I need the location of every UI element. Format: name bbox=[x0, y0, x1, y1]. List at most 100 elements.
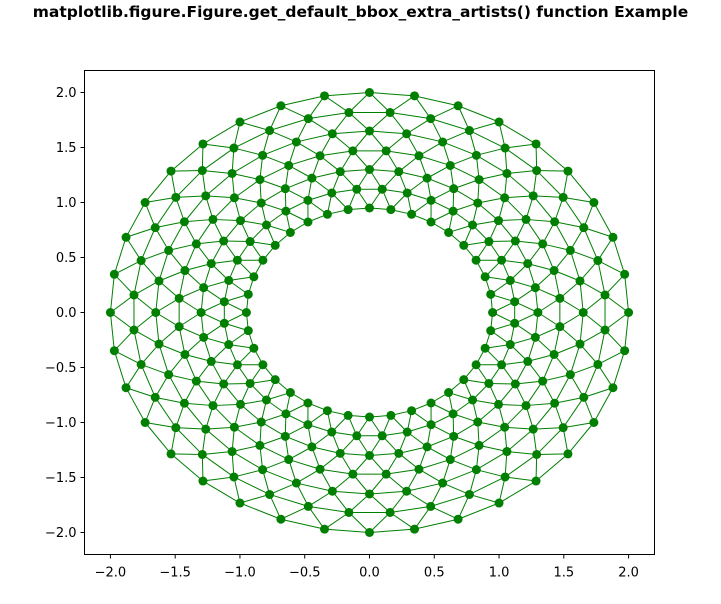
data-point bbox=[497, 360, 507, 370]
triangle-edge bbox=[553, 326, 561, 355]
triangle-edge bbox=[202, 480, 241, 504]
data-point bbox=[171, 423, 181, 433]
triangle-edge bbox=[144, 170, 172, 203]
triangle-edge bbox=[553, 270, 581, 282]
triangle-edge bbox=[567, 422, 595, 455]
triangle-edge bbox=[205, 428, 233, 452]
data-point bbox=[307, 173, 317, 183]
triangle-edge bbox=[579, 343, 599, 365]
data-point bbox=[444, 388, 454, 398]
triangle-edge bbox=[202, 170, 233, 174]
data-point bbox=[528, 191, 538, 201]
data-point bbox=[327, 486, 337, 496]
triangle-edge bbox=[525, 402, 555, 407]
triangle-edge bbox=[583, 227, 599, 261]
triangle-edge bbox=[184, 195, 207, 223]
triangle-edge bbox=[280, 505, 309, 520]
triangle-edge bbox=[280, 95, 325, 107]
triangle-edge bbox=[582, 312, 606, 331]
data-point bbox=[179, 217, 189, 227]
data-point bbox=[523, 259, 533, 269]
triangle-edge bbox=[583, 227, 614, 238]
y-tick-label: −2.0 bbox=[45, 526, 77, 541]
triangle-edge bbox=[406, 490, 431, 507]
data-point bbox=[249, 272, 259, 282]
data-point bbox=[191, 376, 201, 386]
triangle-edge bbox=[109, 312, 115, 351]
triangle-edge bbox=[426, 435, 454, 448]
data-point bbox=[608, 383, 618, 393]
data-point bbox=[473, 198, 483, 208]
x-tick-label: 0.0 bbox=[359, 566, 380, 581]
data-point bbox=[505, 275, 515, 285]
triangle-edge bbox=[477, 421, 505, 428]
data-point bbox=[521, 401, 531, 411]
triangle-edge bbox=[184, 354, 212, 362]
data-point bbox=[474, 440, 484, 450]
triangle-edge bbox=[457, 105, 500, 123]
data-point bbox=[500, 193, 510, 203]
data-point bbox=[365, 165, 374, 174]
triangle-edge bbox=[155, 396, 185, 404]
triangle-edge bbox=[553, 270, 561, 299]
triangle-edge bbox=[308, 118, 333, 135]
x-tick-label: −1.5 bbox=[159, 566, 191, 581]
triangle-edge bbox=[562, 397, 585, 428]
data-point bbox=[402, 188, 412, 198]
data-point bbox=[394, 448, 404, 458]
data-point bbox=[549, 349, 559, 359]
triangle-edge bbox=[418, 459, 451, 470]
data-point bbox=[528, 424, 538, 434]
data-point bbox=[129, 325, 139, 335]
data-point bbox=[235, 117, 245, 127]
triangle-edge bbox=[259, 444, 289, 460]
data-point bbox=[502, 168, 512, 178]
data-point bbox=[258, 150, 268, 160]
data-point bbox=[197, 166, 207, 176]
triangle-edge bbox=[184, 354, 197, 382]
triangle-edge bbox=[525, 380, 544, 406]
triangle-edge bbox=[158, 270, 186, 282]
triangle-edge bbox=[319, 150, 353, 157]
y-axis: −2.0 −1.5 −1.0 −0.5 0.0 0.5 1.0 1.5 2.0 bbox=[45, 86, 85, 541]
data-point bbox=[407, 406, 417, 416]
triangle-edge bbox=[554, 221, 571, 251]
data-point bbox=[502, 447, 512, 457]
data-point bbox=[593, 256, 603, 266]
triangle-edge bbox=[175, 427, 203, 455]
x-tick-label: −2.0 bbox=[95, 566, 127, 581]
triangle-edge bbox=[505, 143, 537, 149]
triangle-edge bbox=[504, 147, 537, 171]
data-point bbox=[563, 166, 573, 176]
data-point bbox=[280, 184, 290, 194]
triangle-edge bbox=[369, 92, 391, 113]
triangle-edge bbox=[205, 195, 235, 199]
data-point bbox=[426, 420, 436, 430]
data-point bbox=[381, 469, 391, 479]
triangle-edge bbox=[386, 468, 420, 475]
data-point bbox=[129, 290, 139, 300]
triangle-edge bbox=[114, 350, 142, 365]
triangle-edge bbox=[442, 130, 470, 143]
triangle-edge bbox=[133, 312, 157, 331]
plot-frame bbox=[84, 70, 655, 555]
data-point bbox=[344, 108, 354, 118]
data-point bbox=[245, 237, 255, 247]
data-point bbox=[109, 346, 119, 356]
triangle-edge bbox=[569, 343, 581, 375]
triangle-edge bbox=[398, 446, 428, 454]
triangle-edge bbox=[285, 177, 313, 190]
triangle-edge bbox=[308, 505, 349, 513]
triangle-edge bbox=[450, 165, 480, 181]
data-point bbox=[164, 245, 174, 255]
triangle-edge bbox=[369, 490, 407, 495]
triangle-edge bbox=[113, 329, 135, 352]
data-point bbox=[624, 308, 634, 317]
triangle-edge bbox=[178, 270, 186, 299]
triangle-edge bbox=[202, 451, 233, 455]
data-point bbox=[555, 322, 565, 332]
triangle-edge bbox=[390, 112, 431, 120]
triangle-edge bbox=[506, 173, 534, 197]
data-point bbox=[285, 227, 295, 237]
data-point bbox=[258, 360, 268, 370]
